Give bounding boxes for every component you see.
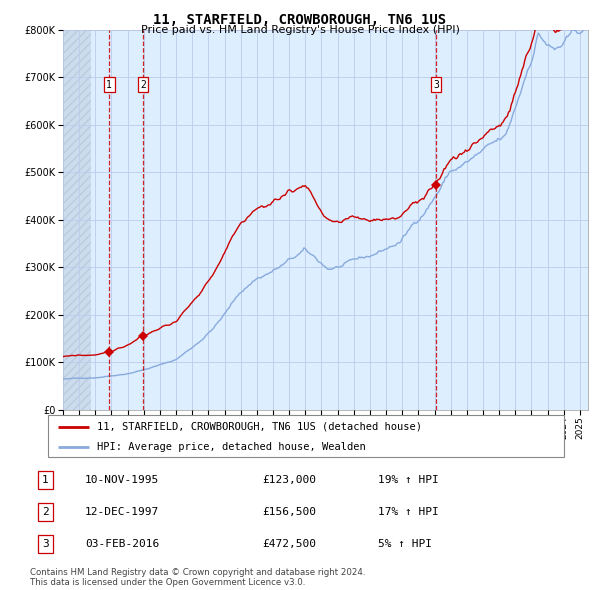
Text: £123,000: £123,000: [262, 475, 316, 484]
Text: 2: 2: [140, 80, 146, 90]
Text: 10-NOV-1995: 10-NOV-1995: [85, 475, 160, 484]
Text: £156,500: £156,500: [262, 507, 316, 517]
Text: This data is licensed under the Open Government Licence v3.0.: This data is licensed under the Open Gov…: [30, 578, 305, 587]
Bar: [63, 30, 91, 410]
Text: Price paid vs. HM Land Registry's House Price Index (HPI): Price paid vs. HM Land Registry's House …: [140, 25, 460, 35]
Text: Contains HM Land Registry data © Crown copyright and database right 2024.: Contains HM Land Registry data © Crown c…: [30, 568, 365, 576]
Text: 12-DEC-1997: 12-DEC-1997: [85, 507, 160, 517]
Text: 1: 1: [42, 475, 49, 484]
Text: 3: 3: [42, 539, 49, 549]
FancyBboxPatch shape: [48, 415, 564, 457]
Text: 3: 3: [433, 80, 439, 90]
Text: 11, STARFIELD, CROWBOROUGH, TN6 1US (detached house): 11, STARFIELD, CROWBOROUGH, TN6 1US (det…: [97, 422, 422, 432]
Text: 11, STARFIELD, CROWBOROUGH, TN6 1US: 11, STARFIELD, CROWBOROUGH, TN6 1US: [154, 13, 446, 27]
Text: £472,500: £472,500: [262, 539, 316, 549]
Text: 1: 1: [106, 80, 112, 90]
Text: HPI: Average price, detached house, Wealden: HPI: Average price, detached house, Weal…: [97, 442, 366, 451]
Text: 19% ↑ HPI: 19% ↑ HPI: [378, 475, 439, 484]
Text: 17% ↑ HPI: 17% ↑ HPI: [378, 507, 439, 517]
Text: 2: 2: [42, 507, 49, 517]
Text: 5% ↑ HPI: 5% ↑ HPI: [378, 539, 432, 549]
Text: 03-FEB-2016: 03-FEB-2016: [85, 539, 160, 549]
